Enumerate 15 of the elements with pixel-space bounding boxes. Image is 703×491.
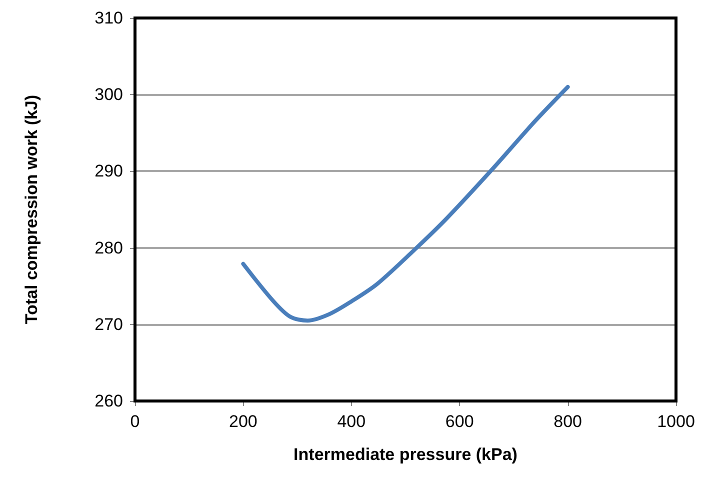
x-tick-label: 800 [554, 412, 582, 431]
x-tick-label: 0 [130, 412, 140, 431]
y-tick-label: 310 [94, 8, 123, 28]
x-tick-label: 400 [337, 412, 366, 431]
x-axis-title: Intermediate pressure (kPa) [294, 445, 518, 464]
x-tick-label: 1000 [657, 412, 695, 431]
y-axis-title: Total compression work (kJ) [22, 94, 41, 324]
y-tick-label: 290 [94, 162, 123, 181]
y-tick-label: 260 [94, 392, 123, 410]
y-tick-label: 300 [94, 85, 123, 104]
x-tick-label: 200 [229, 412, 258, 431]
y-tick-label: 280 [94, 238, 123, 258]
x-tick-label: 600 [445, 412, 474, 431]
line-series [241, 84, 570, 323]
y-tick-label: 270 [94, 314, 123, 334]
